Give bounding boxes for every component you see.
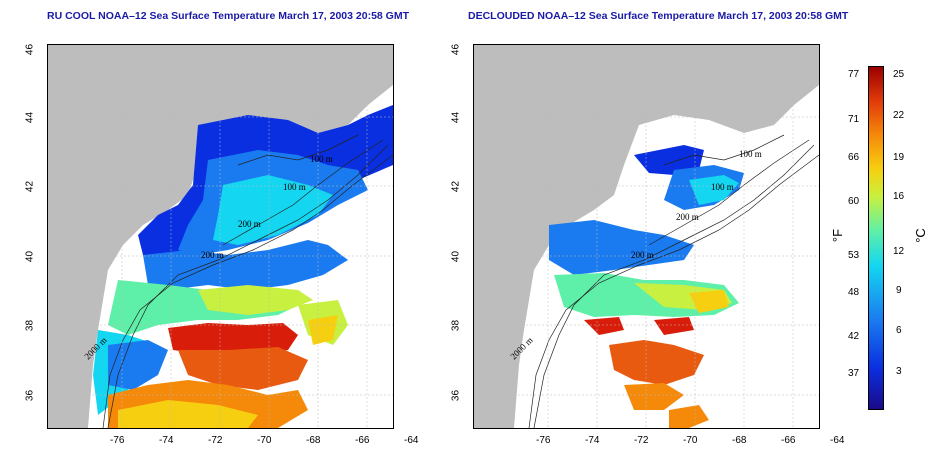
lon-tick-left: -66 <box>355 435 370 446</box>
lat-tick-right: 44 <box>450 111 462 124</box>
colorbar-f-tick: 53 <box>848 250 860 261</box>
lon-tick-right: -66 <box>781 435 796 446</box>
lon-tick-left: -72 <box>208 435 223 446</box>
lat-tick-right: 40 <box>450 250 462 263</box>
lon-tick-left: -76 <box>110 435 125 446</box>
contour-label: 100 m <box>739 149 762 159</box>
colorbar-f-tick: 66 <box>848 152 860 163</box>
sst-field <box>93 105 393 428</box>
left-map-title: RU COOL NOAA–12 Sea Surface Temperature … <box>47 10 410 22</box>
contour-label: 200 m <box>238 219 261 229</box>
lon-tick-left: -68 <box>306 435 321 446</box>
contour-label: 100 m <box>283 182 306 192</box>
colorbar-c-tick: 25 <box>893 69 905 80</box>
lat-tick-left: 36 <box>24 389 36 402</box>
lat-tick-right: 46 <box>450 43 462 56</box>
lon-tick-right: -74 <box>585 435 600 446</box>
contour-label: 100 m <box>310 154 333 164</box>
sst-map-declouded: 100 m 100 m 200 m 200 m 2000 m <box>473 44 820 429</box>
right-map-title: DECLOUDED NOAA–12 Sea Surface Temperatur… <box>468 10 849 22</box>
colorbar-c-tick: 3 <box>896 366 902 377</box>
lon-tick-right: -76 <box>536 435 551 446</box>
contour-label: 100 m <box>711 182 734 192</box>
lat-tick-right: 36 <box>450 389 462 402</box>
colorbar-c-tick: 6 <box>896 325 902 336</box>
lon-tick-right: -64 <box>830 435 845 446</box>
contour-label: 200 m <box>631 250 654 260</box>
lon-tick-left: -74 <box>159 435 174 446</box>
lat-tick-right: 38 <box>450 319 462 332</box>
colorbar-f-tick: 48 <box>848 287 860 298</box>
lon-tick-right: -68 <box>732 435 747 446</box>
colorbar-f-tick: 77 <box>848 69 860 80</box>
lon-tick-left: -64 <box>404 435 419 446</box>
colorbar-c-tick: 16 <box>893 191 905 202</box>
colorbar-c-tick: 12 <box>893 246 905 257</box>
lon-tick-left: -70 <box>257 435 272 446</box>
land-mass <box>474 45 819 428</box>
fahrenheit-unit-label: °F <box>830 228 846 243</box>
contour-label: 200 m <box>676 212 699 222</box>
contour-label: 200 m <box>201 250 224 260</box>
lon-tick-right: -72 <box>634 435 649 446</box>
graticule <box>48 45 393 428</box>
lat-tick-left: 46 <box>24 43 36 56</box>
colorbar-f-tick: 60 <box>848 196 860 207</box>
temperature-colorbar <box>868 66 884 410</box>
lat-tick-right: 42 <box>450 180 462 193</box>
lat-tick-left: 38 <box>24 319 36 332</box>
colorbar-c-tick: 22 <box>893 110 905 121</box>
colorbar-c-tick: 19 <box>893 152 905 163</box>
land-mass <box>48 45 393 428</box>
colorbar-f-tick: 37 <box>848 368 860 379</box>
bathymetry-contours <box>102 134 393 428</box>
celsius-unit-label: °C <box>912 228 928 243</box>
lat-tick-left: 40 <box>24 250 36 263</box>
bathymetry-contours <box>528 134 819 428</box>
colorbar-f-tick: 71 <box>848 114 860 125</box>
lon-tick-right: -70 <box>683 435 698 446</box>
sst-map-raw: 100 m 100 m 200 m 200 m 2000 m <box>47 44 394 429</box>
colorbar-c-tick: 9 <box>896 285 902 296</box>
lat-tick-left: 42 <box>24 180 36 193</box>
sst-field <box>549 145 744 428</box>
graticule <box>474 45 819 428</box>
lat-tick-left: 44 <box>24 111 36 124</box>
colorbar-f-tick: 42 <box>848 331 860 342</box>
